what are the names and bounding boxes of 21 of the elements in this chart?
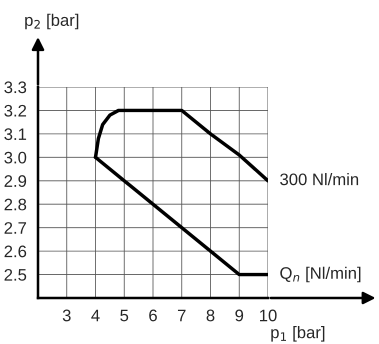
x-tick-label: 5 — [120, 310, 128, 322]
x-tick-label: 7 — [178, 310, 186, 322]
x-tick-label: 9 — [235, 310, 244, 322]
y-tick-label: 3.1 — [4, 128, 26, 140]
x-tick-label: 10 — [260, 310, 277, 322]
y-tick-label: 2.6 — [4, 246, 26, 258]
x-tick-label: 6 — [149, 310, 157, 322]
y-tick-label: 3.3 — [4, 81, 26, 94]
series-label: 300 Nl/min — [280, 173, 358, 186]
y-tick-label: 2.8 — [4, 198, 26, 210]
y-tick-label: 2.9 — [4, 175, 26, 187]
y-tick-label: 2.5 — [4, 268, 26, 281]
y-axis-title: p$_{2}$ [bar] — [25, 14, 78, 30]
y-tick-label: 2.7 — [4, 222, 26, 234]
x-tick-label: 3 — [62, 310, 71, 322]
y-tick-label: 3.2 — [4, 104, 26, 117]
x-tick-label: 8 — [206, 310, 214, 322]
x-tick-label: 4 — [91, 310, 100, 322]
y-tick-label: 3.0 — [4, 152, 26, 164]
x-axis-title: p$_{1}$ [bar] — [271, 326, 324, 342]
series-label: Q$_{n}$ [Nl/min] — [280, 266, 360, 282]
